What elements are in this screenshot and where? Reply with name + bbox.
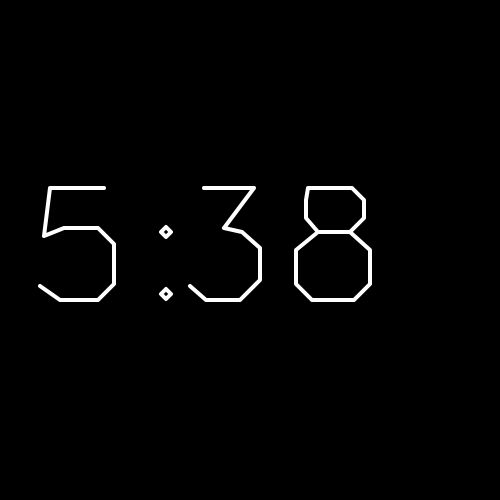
colon-top-dot	[159, 225, 173, 239]
digit-three	[188, 186, 262, 302]
digit-five	[38, 186, 116, 302]
digit-eight	[294, 186, 372, 302]
colon-bottom-dot	[159, 287, 173, 301]
time-colon-separator	[159, 225, 173, 301]
